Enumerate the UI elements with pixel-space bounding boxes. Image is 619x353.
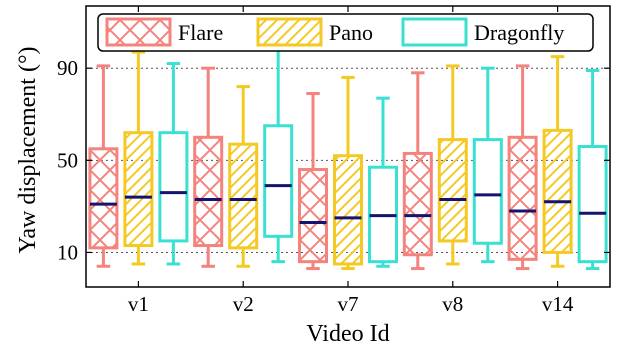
y-tick-label-10: 10 — [57, 240, 78, 264]
iqr-box — [472, 138, 503, 245]
box-flare-v7 — [298, 92, 328, 271]
legend-label-flare: Flare — [178, 20, 223, 45]
box-pano-v8 — [437, 64, 468, 266]
box-dragonfly-v8 — [472, 66, 503, 264]
x-tick-label-v7: v7 — [338, 292, 359, 316]
box-flare-v14 — [507, 64, 538, 271]
legend-swatch-pano — [256, 17, 323, 47]
box-pano-v2 — [228, 85, 259, 268]
iqr-box — [437, 138, 468, 243]
x-tick-label-v8: v8 — [442, 292, 463, 316]
iqr-box — [577, 145, 608, 264]
x-tick-label-v2: v2 — [233, 292, 254, 316]
y-axis-label: Yaw displacement (°) — [15, 46, 41, 253]
y-tick-label-90: 90 — [57, 56, 78, 80]
iqr-box — [123, 131, 154, 248]
box-pano-v14 — [542, 55, 573, 268]
box-dragonfly-v14 — [577, 68, 608, 271]
iqr-box — [507, 135, 538, 261]
legend-frame — [97, 13, 594, 52]
iqr-box — [158, 131, 189, 243]
axis-ticks: 10 50 90 v1 v2 v7 v8 v14 — [57, 6, 610, 316]
box-dragonfly-v7 — [368, 96, 398, 268]
legend-label-dragonfly: Dragonfly — [474, 20, 564, 45]
box-flare-v8 — [402, 71, 433, 271]
x-tick-label-v14: v14 — [542, 292, 574, 316]
box-pano-v1 — [123, 50, 154, 266]
iqr-box — [228, 142, 259, 250]
legend-swatch-flare — [105, 17, 172, 47]
box-flare-v2 — [193, 66, 224, 268]
x-axis-label: Video Id — [306, 321, 389, 347]
box-series — [88, 48, 608, 271]
legend: Flare Pano Dragonfly — [97, 13, 594, 52]
iqr-box — [333, 154, 363, 266]
box-dragonfly-v1 — [158, 62, 189, 266]
x-tick-label-v1: v1 — [128, 292, 149, 316]
iqr-box — [542, 128, 573, 254]
iqr-box — [263, 124, 294, 238]
legend-label-pano: Pano — [329, 20, 373, 45]
legend-swatch-dragonfly — [401, 17, 468, 47]
iqr-box — [193, 135, 224, 248]
iqr-box — [88, 147, 119, 250]
box-dragonfly-v2 — [263, 48, 294, 264]
box-pano-v7 — [333, 75, 363, 271]
box-flare-v1 — [88, 64, 119, 268]
iqr-box — [298, 168, 328, 264]
iqr-box — [402, 151, 433, 257]
y-tick-label-50: 50 — [57, 148, 78, 172]
